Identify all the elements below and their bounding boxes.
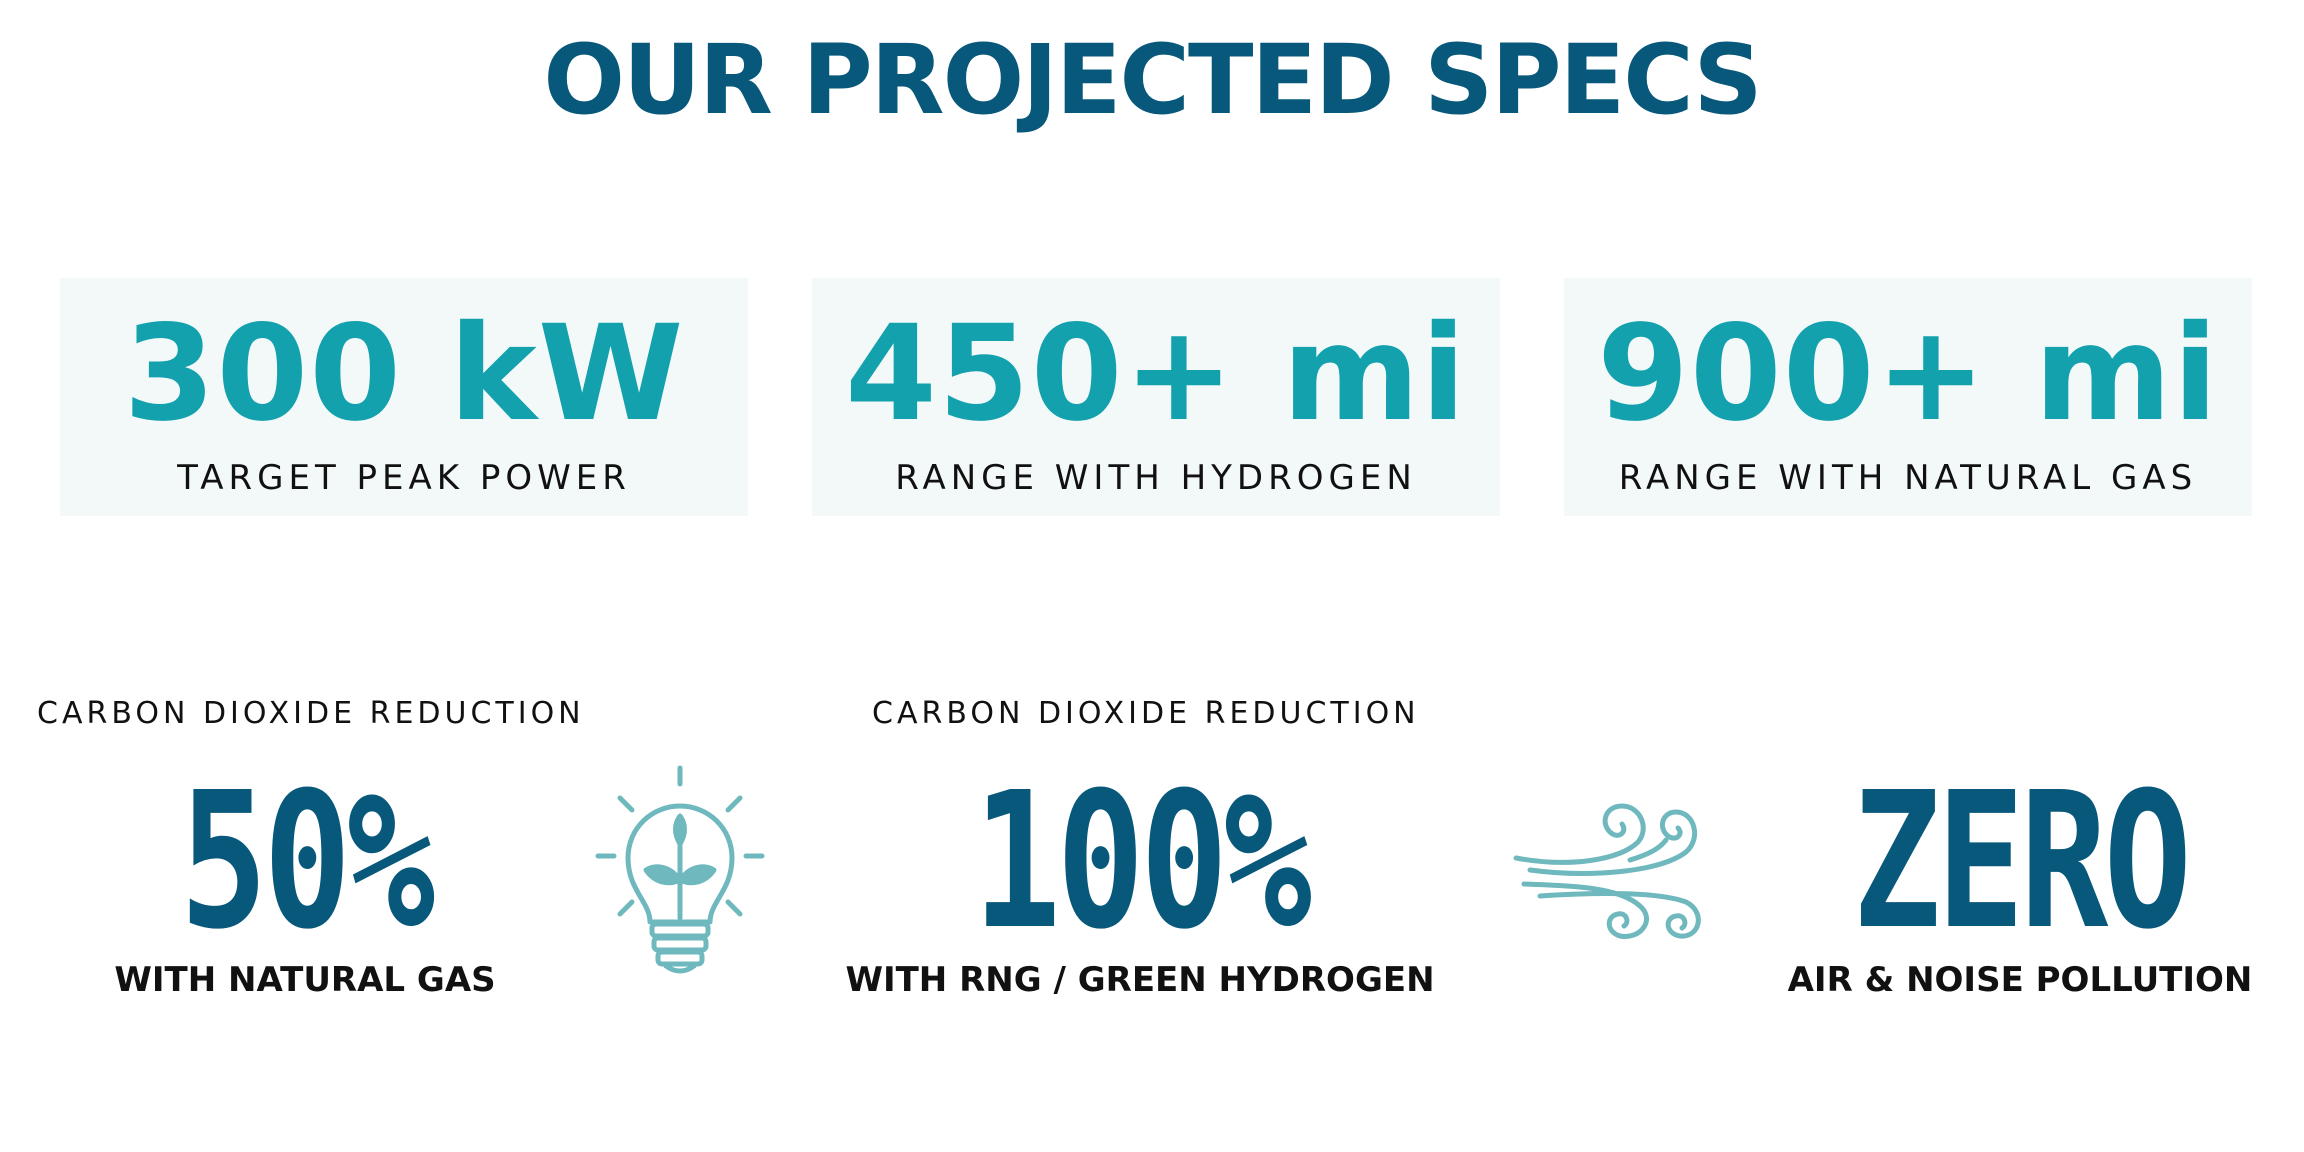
stat-caption-pollution: AIR & NOISE POLLUTION: [1787, 960, 2253, 1000]
spec-card-hydrogen-range: 450+ mi RANGE WITH HYDROGEN: [812, 278, 1500, 516]
stat-value-rng: 100%: [972, 752, 1312, 971]
stat-value-natural-gas: 50%: [179, 752, 435, 971]
spec-value: 900+ mi: [1597, 297, 2219, 451]
spec-value: 300 kW: [123, 297, 685, 451]
spec-value: 450+ mi: [845, 297, 1467, 451]
stat-caption-rng: WITH RNG / GREEN HYDROGEN: [845, 960, 1435, 1000]
spec-label: RANGE WITH HYDROGEN: [895, 458, 1417, 498]
lightbulb-leaf-icon: [590, 762, 770, 982]
spec-card-natural-gas-range: 900+ mi RANGE WITH NATURAL GAS: [1564, 278, 2252, 516]
stat-caption-natural-gas: WITH NATURAL GAS: [114, 960, 496, 1000]
stat-overline-natural-gas: CARBON DIOXIDE REDUCTION: [37, 696, 585, 731]
stat-value-pollution: ZERO: [1852, 752, 2192, 971]
wind-icon: [1510, 792, 1730, 942]
stat-overline-rng: CARBON DIOXIDE REDUCTION: [872, 696, 1420, 731]
spec-label: RANGE WITH NATURAL GAS: [1618, 458, 2198, 498]
page-title: OUR PROJECTED SPECS: [543, 24, 1762, 136]
spec-label: TARGET PEAK POWER: [177, 458, 631, 498]
spec-card-peak-power: 300 kW TARGET PEAK POWER: [60, 278, 748, 516]
